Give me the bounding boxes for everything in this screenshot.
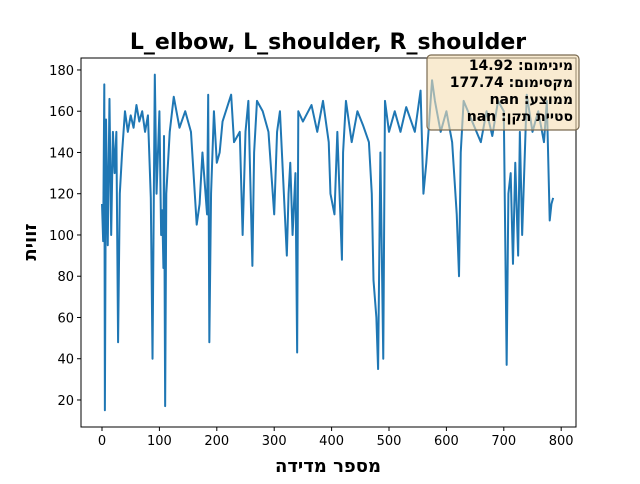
x-tick-label: 0 bbox=[98, 434, 106, 449]
x-tick-label: 700 bbox=[491, 434, 516, 449]
y-tick-label: 20 bbox=[57, 394, 74, 409]
x-tick-label: 400 bbox=[319, 434, 344, 449]
x-axis-label: מספר מדידה bbox=[275, 456, 381, 477]
chart-title: L_elbow, L_shoulder, R_shoulder bbox=[130, 30, 526, 55]
x-tick-label: 100 bbox=[147, 434, 172, 449]
y-tick-label: 80 bbox=[57, 270, 74, 285]
x-tick-label: 800 bbox=[549, 434, 574, 449]
y-tick-label: 140 bbox=[49, 146, 74, 161]
stats-text: ממוצע: nan bbox=[490, 92, 573, 108]
y-axis-label: זווית bbox=[20, 223, 41, 260]
x-tick-label: 300 bbox=[262, 434, 287, 449]
stats-text: סטיית תקן: nan bbox=[467, 109, 573, 125]
y-tick-label: 180 bbox=[49, 64, 74, 79]
y-tick-label: 100 bbox=[49, 229, 74, 244]
stats-text: מינימום: 14.92 bbox=[469, 58, 573, 74]
x-tick-label: 600 bbox=[434, 434, 459, 449]
stats-text: מקסימום: 177.74 bbox=[450, 75, 573, 91]
y-tick-label: 40 bbox=[57, 353, 74, 368]
y-tick-label: 160 bbox=[49, 105, 74, 120]
x-tick-label: 500 bbox=[377, 434, 402, 449]
y-tick-label: 60 bbox=[57, 311, 74, 326]
stats-box bbox=[426, 54, 580, 131]
plot-frame bbox=[80, 57, 577, 428]
x-tick-label: 200 bbox=[204, 434, 229, 449]
y-tick-label: 120 bbox=[49, 188, 74, 203]
